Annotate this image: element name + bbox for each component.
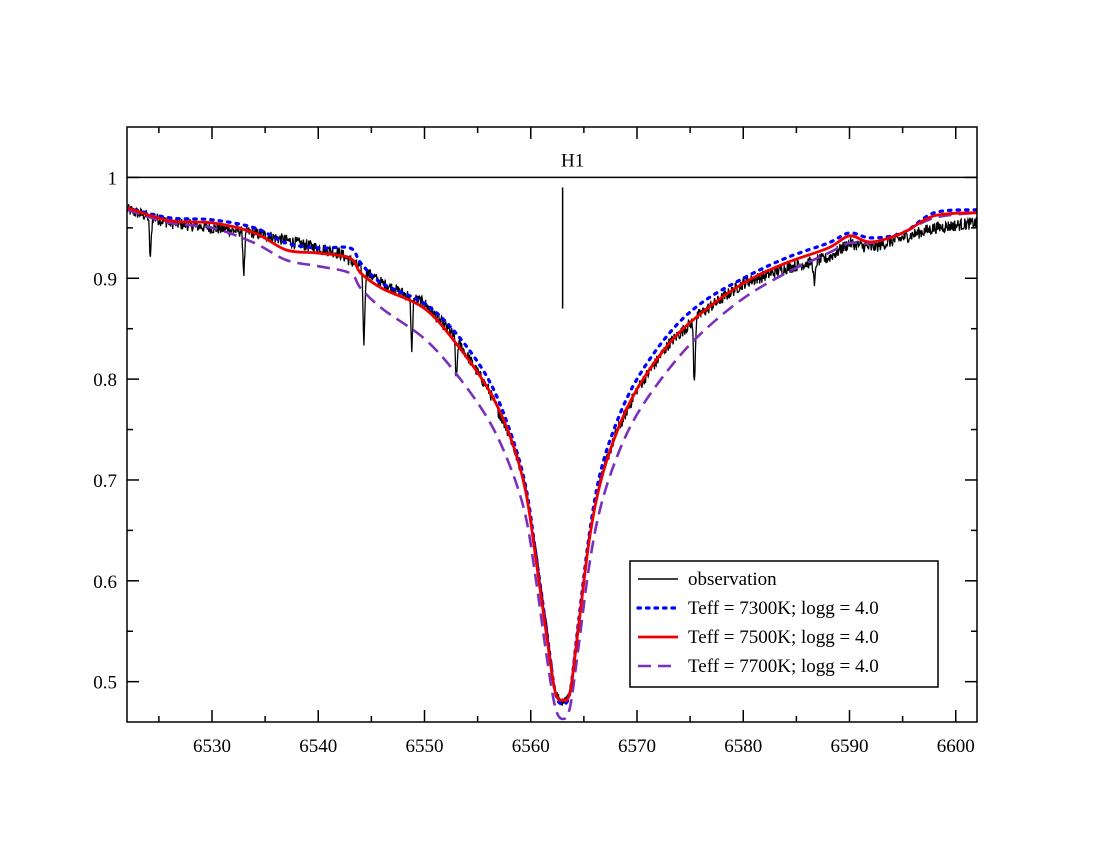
- x-tick-label: 6600: [937, 736, 975, 757]
- x-tick-label: 6580: [724, 736, 762, 757]
- series-model-2: [127, 206, 977, 702]
- y-tick-label: 0.9: [93, 269, 117, 290]
- legend-box: [629, 560, 939, 688]
- line-label: H1: [561, 150, 584, 171]
- series-model-3: [127, 208, 977, 721]
- y-tick-label: 0.7: [93, 471, 117, 492]
- x-tick-label: 6590: [831, 736, 869, 757]
- plot-frame: [126, 126, 978, 723]
- y-tick-label: 1: [108, 168, 118, 189]
- x-tick-label: 6530: [193, 736, 231, 757]
- x-tick-label: 6560: [512, 736, 550, 757]
- x-tick-label: 6550: [406, 736, 444, 757]
- series-model-1: [127, 206, 977, 706]
- y-tick-label: 0.8: [93, 370, 117, 391]
- legend-label: Teff = 7300K; logg = 4.0: [688, 598, 879, 619]
- x-tick-label: 6570: [618, 736, 656, 757]
- x-tick-label: 6540: [299, 736, 337, 757]
- y-tick-label: 0.6: [93, 572, 117, 593]
- y-tick-label: 0.5: [93, 673, 117, 694]
- legend-label: observation: [688, 569, 777, 590]
- legend: observation Teff = 7300K; logg = 4.0 Teff …: [629, 560, 939, 688]
- legend-label: Teff = 7500K; logg = 4.0: [688, 627, 879, 648]
- legend-label: Teff = 7700K; logg = 4.0: [688, 656, 879, 677]
- series-layer: [127, 204, 977, 721]
- axis-ticks: 6530 6540 6550 6560 6570 6580 6590 6600 0.5 0.6 0.…: [93, 127, 977, 757]
- annotation-layer: H1: [127, 150, 977, 309]
